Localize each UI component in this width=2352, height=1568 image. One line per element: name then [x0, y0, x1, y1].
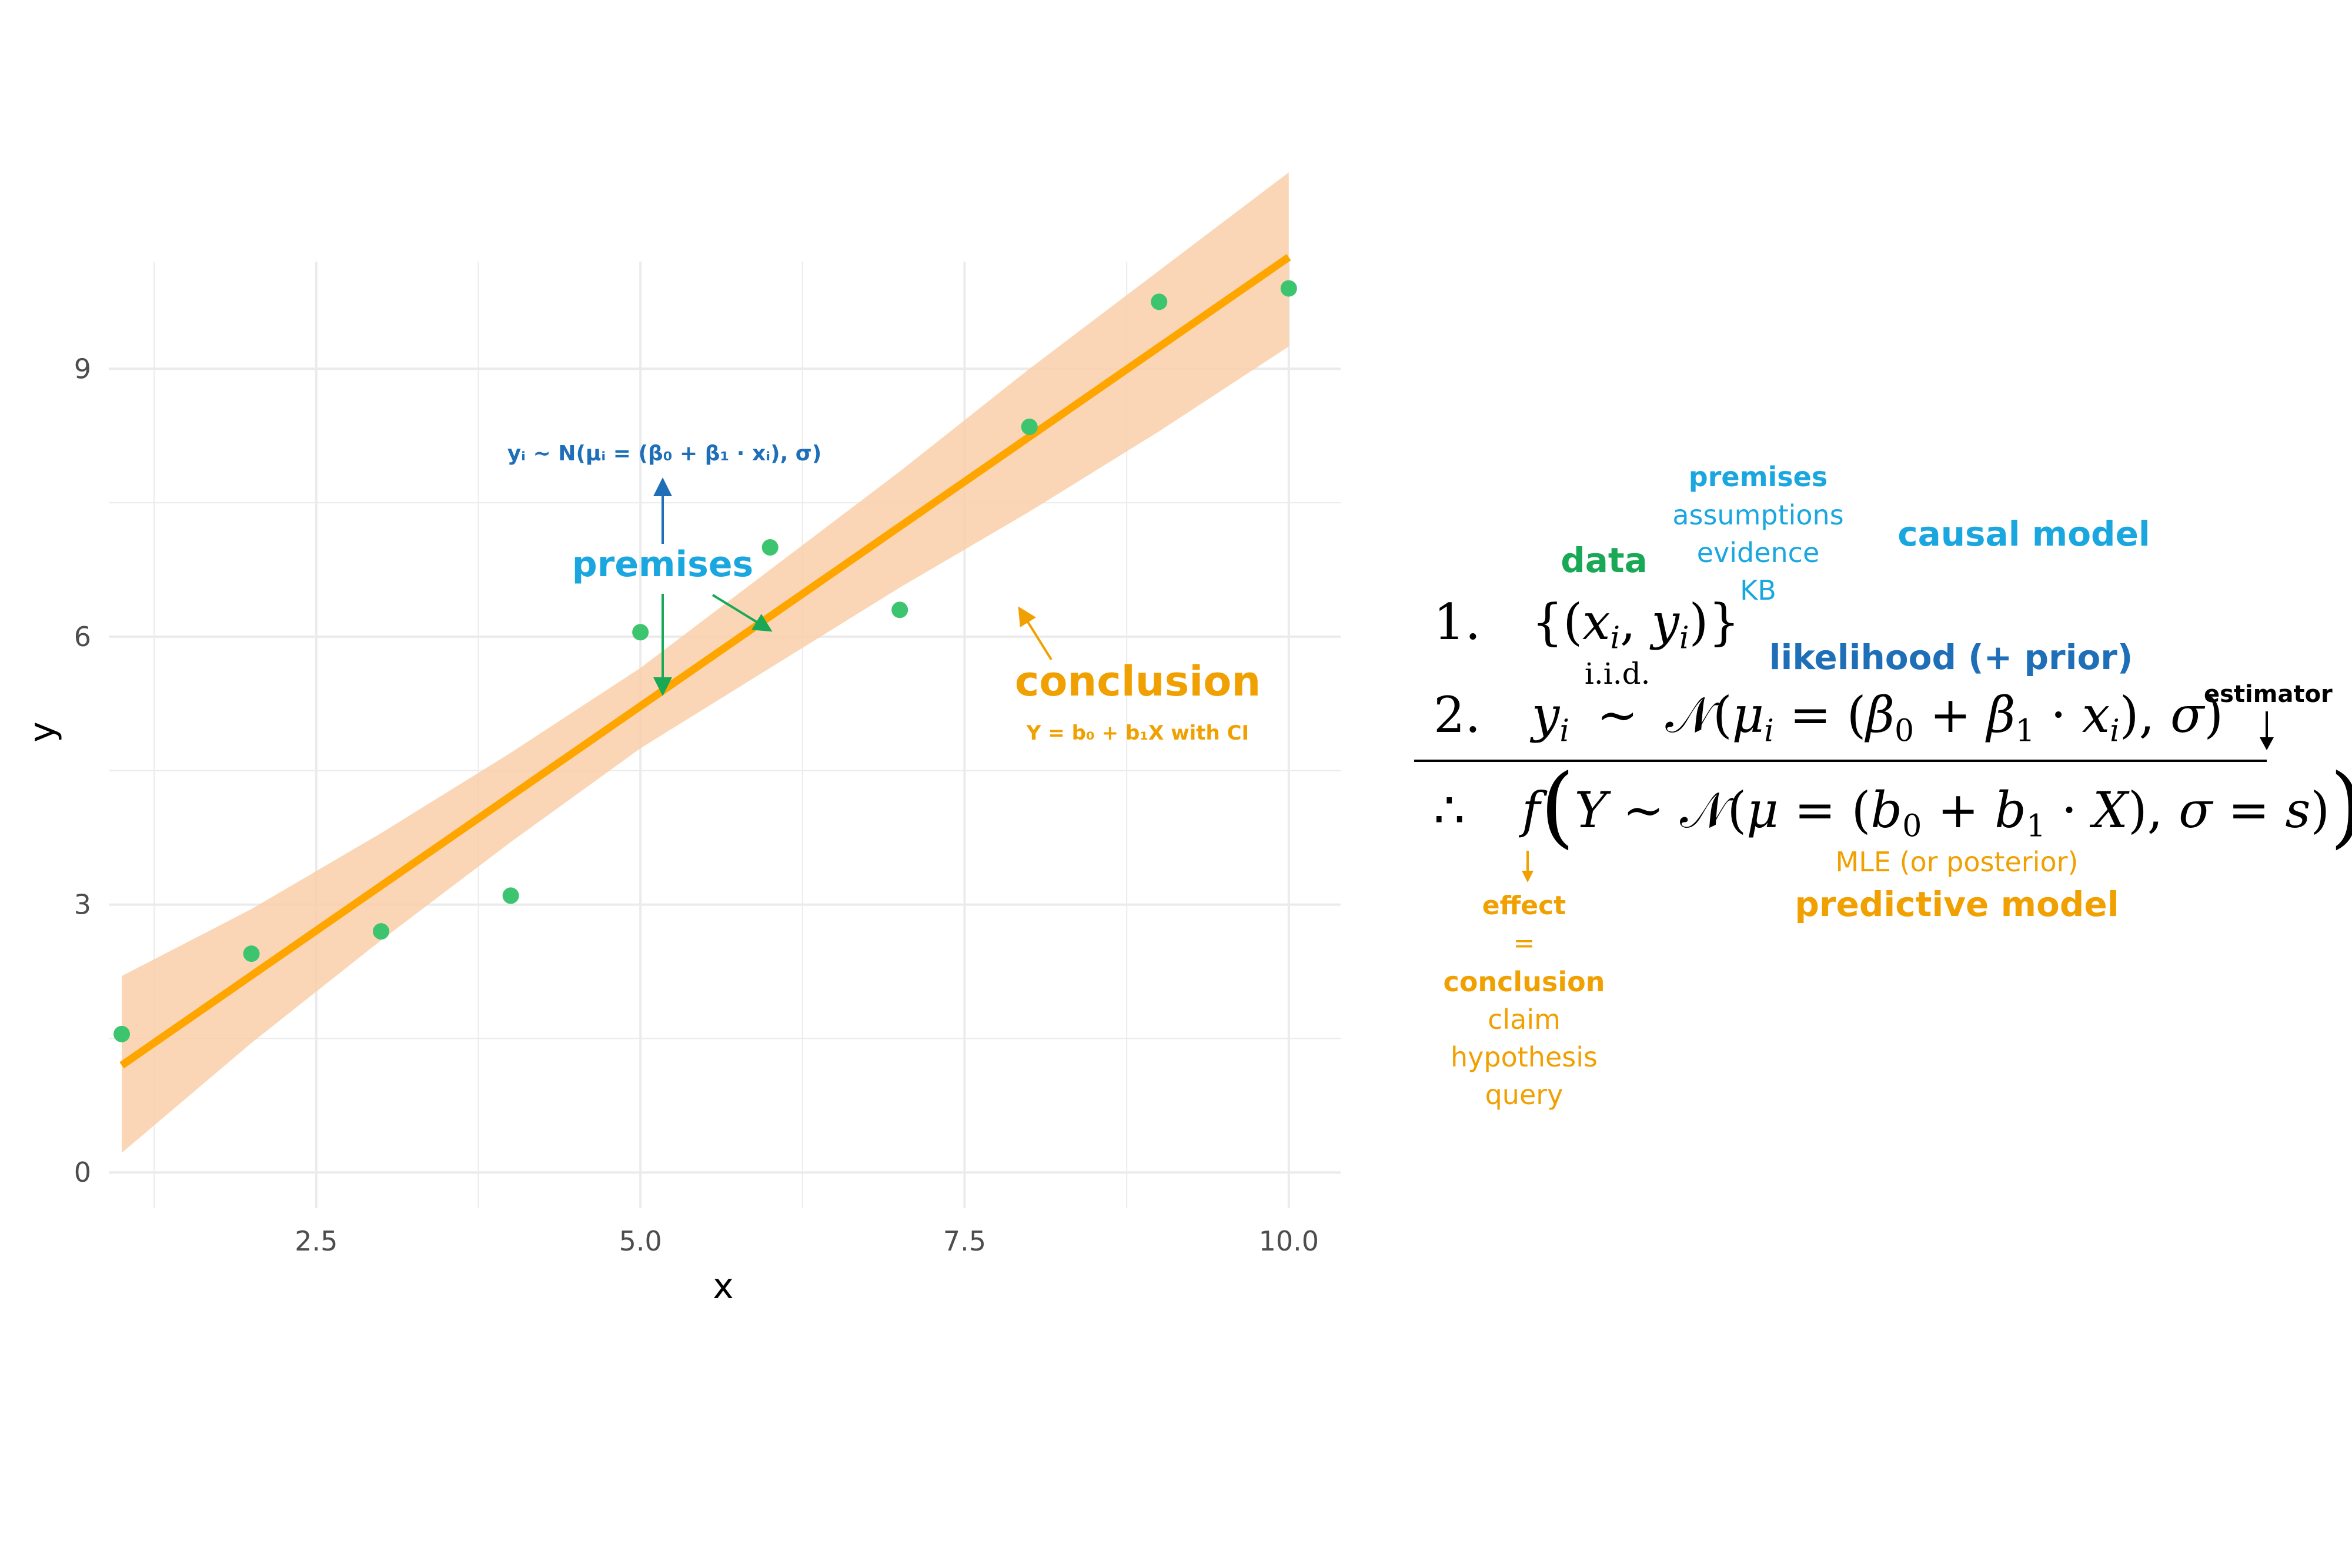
- y-axis-title: y: [22, 721, 63, 743]
- fit-line-group: [119, 254, 1291, 1069]
- data-point: [1151, 293, 1168, 310]
- data-point: [243, 945, 260, 962]
- data-points-group: [113, 280, 1297, 1042]
- likelihood-formula-annotation: yᵢ ~ N(μᵢ = (β₀ + β₁ · xᵢ), σ): [507, 442, 822, 466]
- effect-equals: =: [1513, 928, 1535, 958]
- likelihood-label: likelihood (+ prior): [1769, 637, 2133, 677]
- conclusion-item-query: query: [1485, 1079, 1563, 1111]
- x-axis-title: x: [713, 1266, 734, 1307]
- conclusion-heading: conclusion: [1443, 966, 1605, 998]
- premise-line-2: 2. yi i.i.d. ∼ 𝒩(μi = (β0 + β1 · xi), σ): [1434, 657, 2224, 749]
- x-tick-label: 10.0: [1259, 1225, 1319, 1257]
- mle-label: MLE (or posterior): [1835, 846, 2079, 878]
- data-point: [632, 624, 649, 641]
- x-tick-label: 5.0: [619, 1225, 662, 1257]
- premises-item-evidence: evidence: [1696, 537, 1820, 569]
- iid-label: i.i.d.: [1584, 657, 1651, 691]
- conclusion-to-line-arrow: [1018, 606, 1053, 661]
- premises-to-point-arrow-2: [711, 594, 773, 632]
- conclusion-formula-annotation: Y = b₀ + b₁X with CI: [1026, 721, 1249, 745]
- premises-heading: premises: [1688, 461, 1828, 493]
- premises-item-assumptions: assumptions: [1672, 499, 1844, 531]
- therefore-symbol: ∴: [1434, 781, 1465, 839]
- premises-annotation: premises: [572, 544, 753, 585]
- fit-line: [119, 254, 1291, 1069]
- regression-chart: 2.5 5.0 7.5 10.0 0 3 6 9 x y yᵢ ~ N(μᵢ = (β₀ + …: [22, 172, 1341, 1307]
- y-tick-label: 9: [74, 353, 91, 385]
- conclusion-item-claim: claim: [1488, 1004, 1561, 1035]
- estimator-arrow: [2260, 711, 2274, 750]
- data-point: [1021, 418, 1038, 435]
- conclusion-line: ∴ f(Y ∼ 𝒩(μ = (b0 + b1 · X), σ = s)): [1434, 755, 2352, 858]
- x-tick-label: 2.5: [295, 1225, 338, 1257]
- effect-label: effect: [1482, 891, 1566, 921]
- data-point: [113, 1025, 131, 1042]
- premises-item-kb: KB: [1740, 574, 1776, 606]
- y-tick-label: 0: [74, 1156, 91, 1188]
- data-point: [502, 887, 519, 904]
- data-label: data: [1561, 540, 1648, 580]
- conclusion-annotation: conclusion: [1015, 657, 1261, 706]
- data-point: [891, 601, 908, 618]
- line-2-number: 2.: [1434, 686, 1481, 744]
- y-tick-label: 6: [74, 621, 91, 653]
- data-point: [1280, 280, 1297, 297]
- inference-rule-line: [1414, 760, 2267, 762]
- effect-arrow: [1522, 851, 1534, 882]
- y-tick-label: 3: [74, 889, 91, 921]
- line-1-number: 1.: [1434, 593, 1481, 651]
- tick-labels-group: 2.5 5.0 7.5 10.0 0 3 6 9: [74, 353, 1319, 1257]
- conclusion-item-hypothesis: hypothesis: [1451, 1041, 1598, 1073]
- estimator-label: estimator: [2204, 681, 2333, 708]
- x-tick-label: 7.5: [943, 1225, 986, 1257]
- premise-line-1: 1. {(xi, yi)}: [1434, 593, 1740, 656]
- causal-model-label: causal model: [1897, 514, 2150, 554]
- predictive-model-label: predictive model: [1795, 884, 2119, 924]
- data-point: [761, 539, 779, 556]
- data-point: [373, 923, 390, 940]
